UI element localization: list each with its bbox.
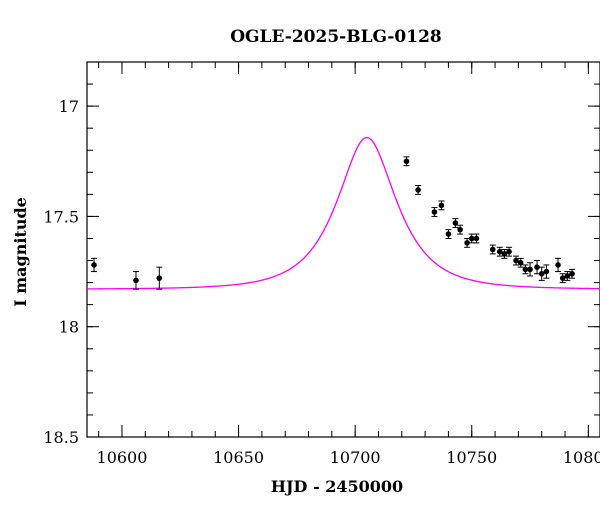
plot-area: 10600 10650 10700 10750 10800 17 17.5 18 18.5 [43, 61, 600, 467]
data-point [559, 273, 566, 284]
point-marker [522, 266, 529, 273]
point-marker [415, 187, 421, 193]
data-point [555, 257, 562, 273]
y-axis-label: I magnitude [11, 197, 30, 307]
data-point [438, 200, 445, 211]
data-point [538, 266, 545, 281]
point-marker [445, 231, 452, 237]
data-point [564, 271, 571, 281]
data-point [501, 249, 508, 259]
data-point [513, 255, 520, 266]
point-marker [538, 270, 545, 277]
point-marker [569, 270, 575, 277]
x-tick-label: 10800 [563, 448, 600, 467]
axis-tick-labels: 10600 10650 10700 10750 10800 17 17.5 18 18.5 [43, 97, 600, 467]
data-point [132, 271, 139, 290]
point-marker [457, 226, 463, 233]
point-marker [496, 248, 503, 255]
x-tick-label: 10700 [330, 448, 381, 467]
point-marker [513, 257, 519, 264]
data-point [569, 268, 576, 279]
y-tick-label: 17 [59, 97, 79, 116]
data-point [517, 257, 524, 268]
point-marker [133, 277, 139, 284]
point-marker [438, 202, 445, 209]
point-marker [564, 273, 571, 279]
data-point [415, 185, 422, 195]
y-tick-label: 18.5 [43, 428, 79, 447]
data-points [90, 156, 576, 290]
data-point [452, 218, 459, 228]
axis-ticks [87, 61, 600, 438]
point-marker [156, 275, 163, 281]
point-marker [534, 264, 540, 270]
chart-title: OGLE-2025-BLG-0128 [230, 27, 442, 47]
data-point [496, 246, 503, 257]
point-marker [489, 246, 496, 253]
x-tick-label: 10600 [97, 448, 148, 467]
point-marker [506, 248, 512, 255]
data-point [543, 264, 550, 279]
point-marker [473, 235, 480, 242]
data-point [431, 207, 438, 217]
point-marker [468, 235, 475, 242]
y-tick-label: 18 [59, 318, 79, 337]
y-tick-label: 17.5 [43, 207, 79, 226]
x-tick-label: 10750 [446, 448, 497, 467]
data-point [473, 233, 480, 244]
data-point [156, 266, 163, 290]
data-point [506, 246, 513, 257]
point-marker [543, 268, 550, 275]
point-marker [527, 266, 533, 273]
point-marker [517, 259, 524, 266]
point-marker [555, 262, 561, 268]
point-marker [464, 240, 470, 246]
point-marker [559, 275, 566, 281]
point-marker [431, 209, 438, 215]
point-marker [91, 262, 97, 268]
x-axis-label: HJD - 2450000 [271, 477, 403, 496]
x-tick-label: 10650 [213, 448, 264, 467]
plot-frame [86, 61, 600, 438]
data-point [527, 262, 534, 277]
model-curve [86, 136, 600, 290]
data-point [403, 156, 410, 167]
data-point [90, 257, 97, 273]
data-point [522, 264, 529, 275]
data-point [489, 244, 496, 255]
point-marker [403, 158, 410, 165]
data-point [445, 229, 452, 239]
data-point [457, 224, 464, 235]
point-marker [501, 251, 508, 257]
point-marker [452, 220, 459, 226]
